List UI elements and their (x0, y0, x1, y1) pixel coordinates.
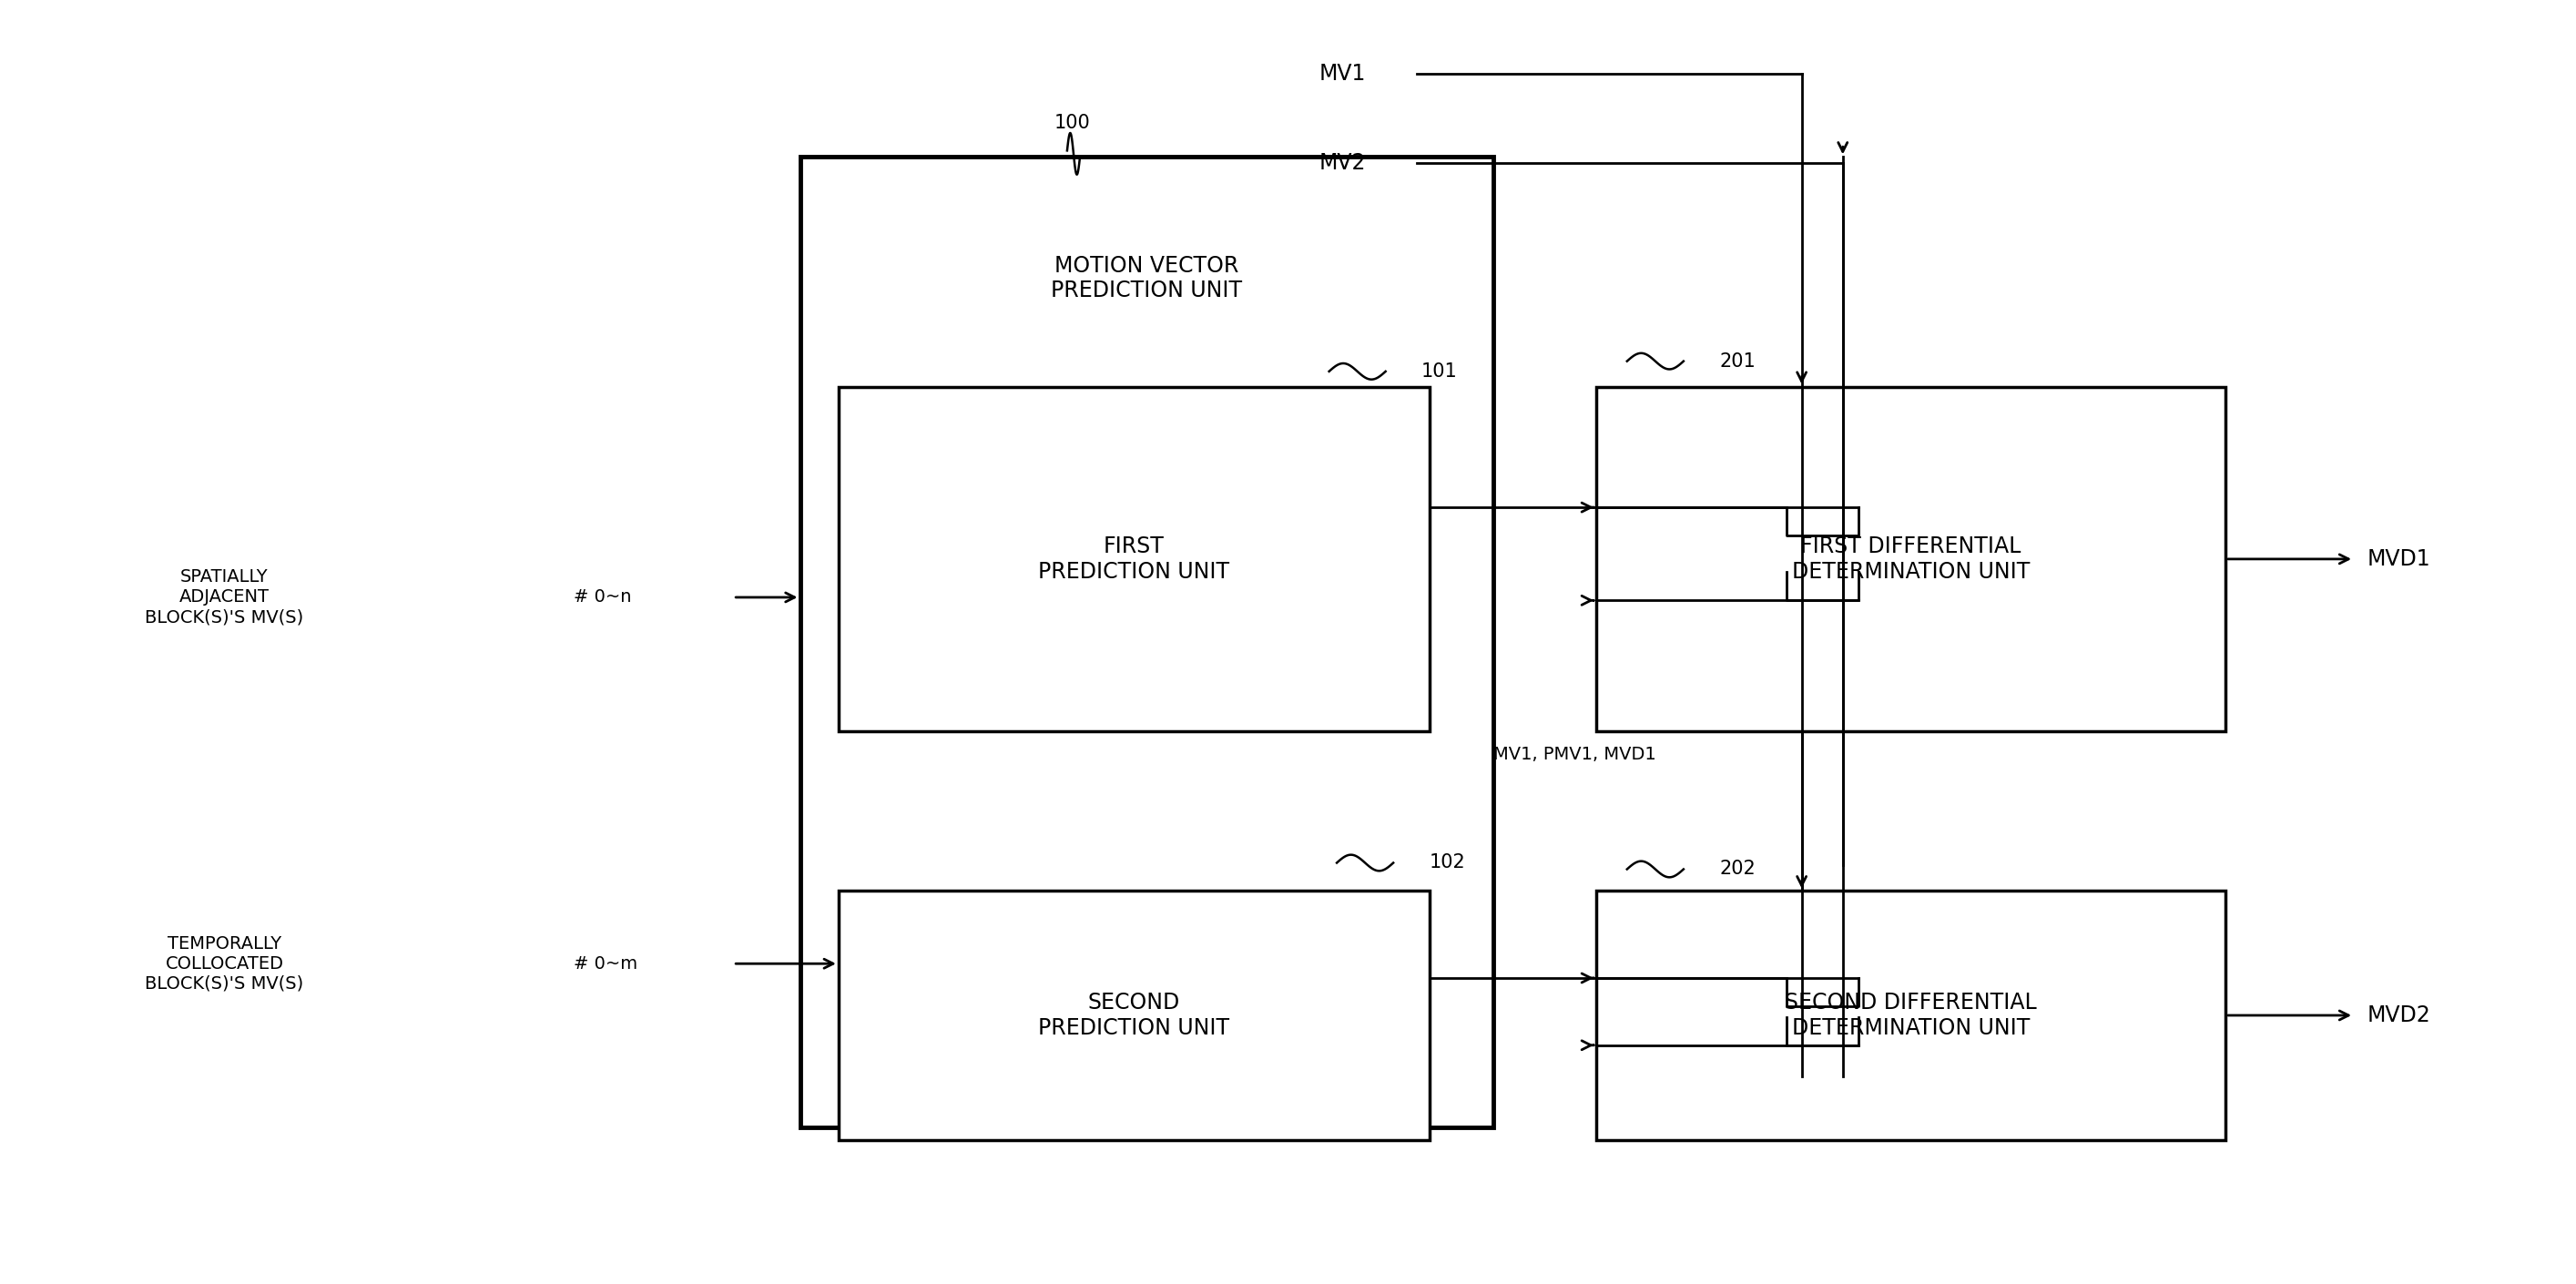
Text: FIRST
PREDICTION UNIT: FIRST PREDICTION UNIT (1038, 535, 1229, 583)
Text: # 0~n: # 0~n (574, 588, 631, 606)
Bar (840, 891, 1430, 1140)
Text: 201: 201 (1721, 352, 1757, 370)
Text: SPATIALLY
ADJACENT
BLOCK(S)'S MV(S): SPATIALLY ADJACENT BLOCK(S)'S MV(S) (144, 569, 304, 627)
Text: FIRST DIFFERENTIAL
DETERMINATION UNIT: FIRST DIFFERENTIAL DETERMINATION UNIT (1793, 535, 2030, 583)
Text: MVD1: MVD1 (2367, 548, 2429, 570)
Text: TEMPORALLY
COLLOCATED
BLOCK(S)'S MV(S): TEMPORALLY COLLOCATED BLOCK(S)'S MV(S) (144, 935, 304, 993)
Text: # 0~m: # 0~m (574, 955, 639, 972)
Bar (1597, 891, 2226, 1140)
Text: MV1: MV1 (1319, 63, 1365, 85)
Text: SECOND DIFFERENTIAL
DETERMINATION UNIT: SECOND DIFFERENTIAL DETERMINATION UNIT (1785, 991, 2038, 1039)
Text: 100: 100 (1054, 113, 1090, 131)
Text: MVD2: MVD2 (2367, 1004, 2429, 1026)
Text: 101: 101 (1422, 362, 1458, 380)
Text: MV2: MV2 (1319, 153, 1365, 175)
Bar (840, 386, 1430, 732)
Text: MV1, PMV1, MVD1: MV1, PMV1, MVD1 (1494, 746, 1656, 763)
Text: 202: 202 (1721, 860, 1757, 878)
Bar (1597, 386, 2226, 732)
Bar (801, 157, 1494, 1127)
Text: 102: 102 (1430, 854, 1466, 872)
Text: SECOND
PREDICTION UNIT: SECOND PREDICTION UNIT (1038, 991, 1229, 1039)
Text: MOTION VECTOR
PREDICTION UNIT: MOTION VECTOR PREDICTION UNIT (1051, 254, 1242, 302)
